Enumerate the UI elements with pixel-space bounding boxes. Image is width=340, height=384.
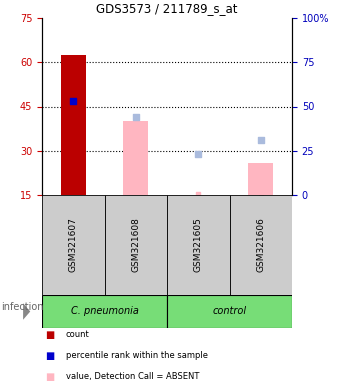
Point: [70, 98, 76, 104]
Point: [195, 190, 201, 197]
Text: ■: ■: [46, 351, 55, 361]
Point: [195, 151, 201, 157]
Point: [258, 137, 264, 144]
Polygon shape: [23, 303, 30, 320]
Bar: [123, 121, 148, 195]
Text: GSM321605: GSM321605: [194, 218, 203, 272]
Text: control: control: [212, 306, 246, 316]
Text: percentile rank within the sample: percentile rank within the sample: [66, 351, 208, 360]
Bar: [42, 295, 167, 328]
Text: GSM321607: GSM321607: [69, 218, 78, 272]
Text: infection: infection: [1, 301, 43, 311]
Text: C. pneumonia: C. pneumonia: [71, 306, 138, 316]
Title: GDS3573 / 211789_s_at: GDS3573 / 211789_s_at: [96, 2, 238, 15]
Text: GSM321608: GSM321608: [131, 218, 140, 272]
Bar: [61, 55, 86, 195]
Text: value, Detection Call = ABSENT: value, Detection Call = ABSENT: [66, 372, 199, 381]
Bar: [248, 162, 273, 195]
Bar: [230, 195, 292, 295]
Point: [258, 190, 264, 197]
Text: ■: ■: [46, 372, 55, 382]
Bar: [167, 195, 230, 295]
Bar: [167, 295, 292, 328]
Text: GSM321606: GSM321606: [256, 218, 265, 272]
Point: [133, 114, 138, 120]
Text: count: count: [66, 330, 89, 339]
Text: ■: ■: [46, 330, 55, 340]
Bar: [104, 195, 167, 295]
Bar: [42, 195, 104, 295]
